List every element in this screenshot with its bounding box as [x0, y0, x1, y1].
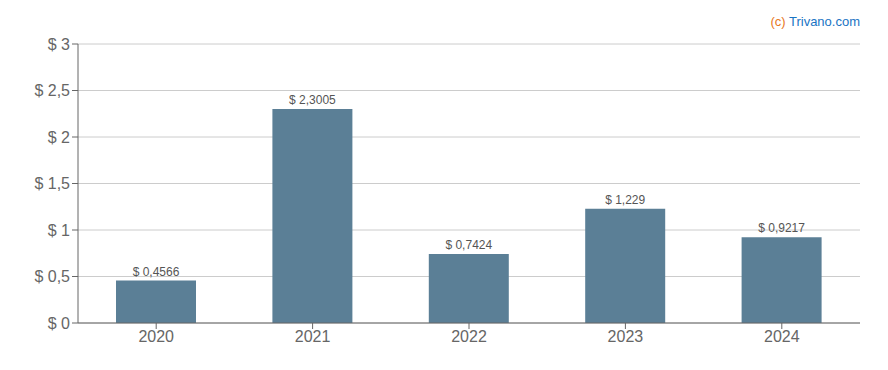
svg-text:$ 0,4566: $ 0,4566 — [133, 265, 180, 279]
svg-text:$ 0,9217: $ 0,9217 — [758, 221, 805, 235]
svg-text:$ 0,5: $ 0,5 — [34, 268, 70, 285]
svg-text:$ 1,5: $ 1,5 — [34, 175, 70, 192]
svg-text:$ 2,3005: $ 2,3005 — [289, 93, 336, 107]
svg-text:$ 1: $ 1 — [48, 222, 70, 239]
svg-text:$ 1,229: $ 1,229 — [605, 193, 645, 207]
svg-text:$ 3: $ 3 — [48, 36, 70, 53]
svg-text:$ 2,5: $ 2,5 — [34, 82, 70, 99]
html-text:(c) Trivano.com: (c) Trivano.com — [770, 14, 860, 29]
svg-text:$ 2: $ 2 — [48, 129, 70, 146]
svg-text:2024: 2024 — [764, 328, 800, 345]
svg-text:2020: 2020 — [138, 328, 174, 345]
svg-text:$ 0: $ 0 — [48, 315, 70, 332]
svg-text:2021: 2021 — [295, 328, 331, 345]
svg-text:2023: 2023 — [608, 328, 644, 345]
svg-text:2022: 2022 — [451, 328, 487, 345]
svg-text:$ 0,7424: $ 0,7424 — [445, 238, 492, 252]
